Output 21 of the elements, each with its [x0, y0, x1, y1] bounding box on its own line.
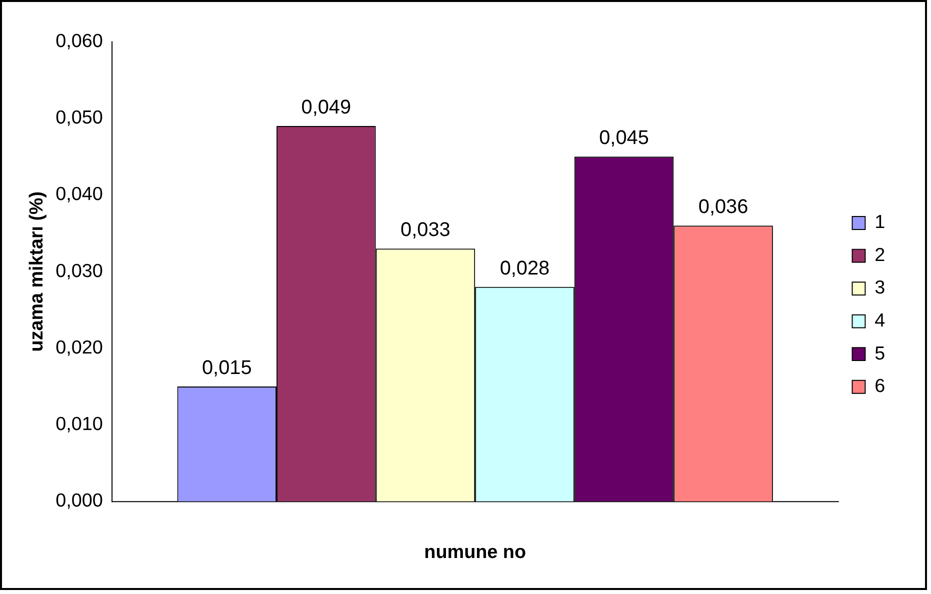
y-tick-label: 0,050	[56, 108, 103, 129]
legend-label: 5	[874, 343, 886, 364]
legend-label: 3	[874, 278, 886, 299]
y-tick-label: 0,000	[56, 490, 103, 512]
legend-label: 4	[874, 310, 886, 332]
legend-label: 1	[874, 212, 886, 234]
y-tick-label: 0,010	[56, 414, 103, 435]
y-tick-label: 0,020	[56, 337, 103, 358]
data-label: 0,049	[301, 96, 352, 119]
data-label: 0,028	[500, 258, 550, 280]
y-tick-label: 0,040	[56, 184, 103, 206]
data-label: 0,045	[599, 127, 649, 150]
y-axis-title: uzama miktarı (%)	[26, 191, 48, 352]
data-label: 0,036	[698, 196, 748, 218]
y-tick-label: 0,060	[56, 30, 103, 52]
y-tick-label: 0,030	[56, 260, 103, 282]
legend-label: 6	[874, 376, 886, 398]
x-axis-title: numune no	[424, 542, 526, 564]
legend-label: 2	[874, 244, 886, 266]
data-label: 0,033	[400, 219, 450, 242]
data-label: 0,015	[202, 357, 252, 380]
